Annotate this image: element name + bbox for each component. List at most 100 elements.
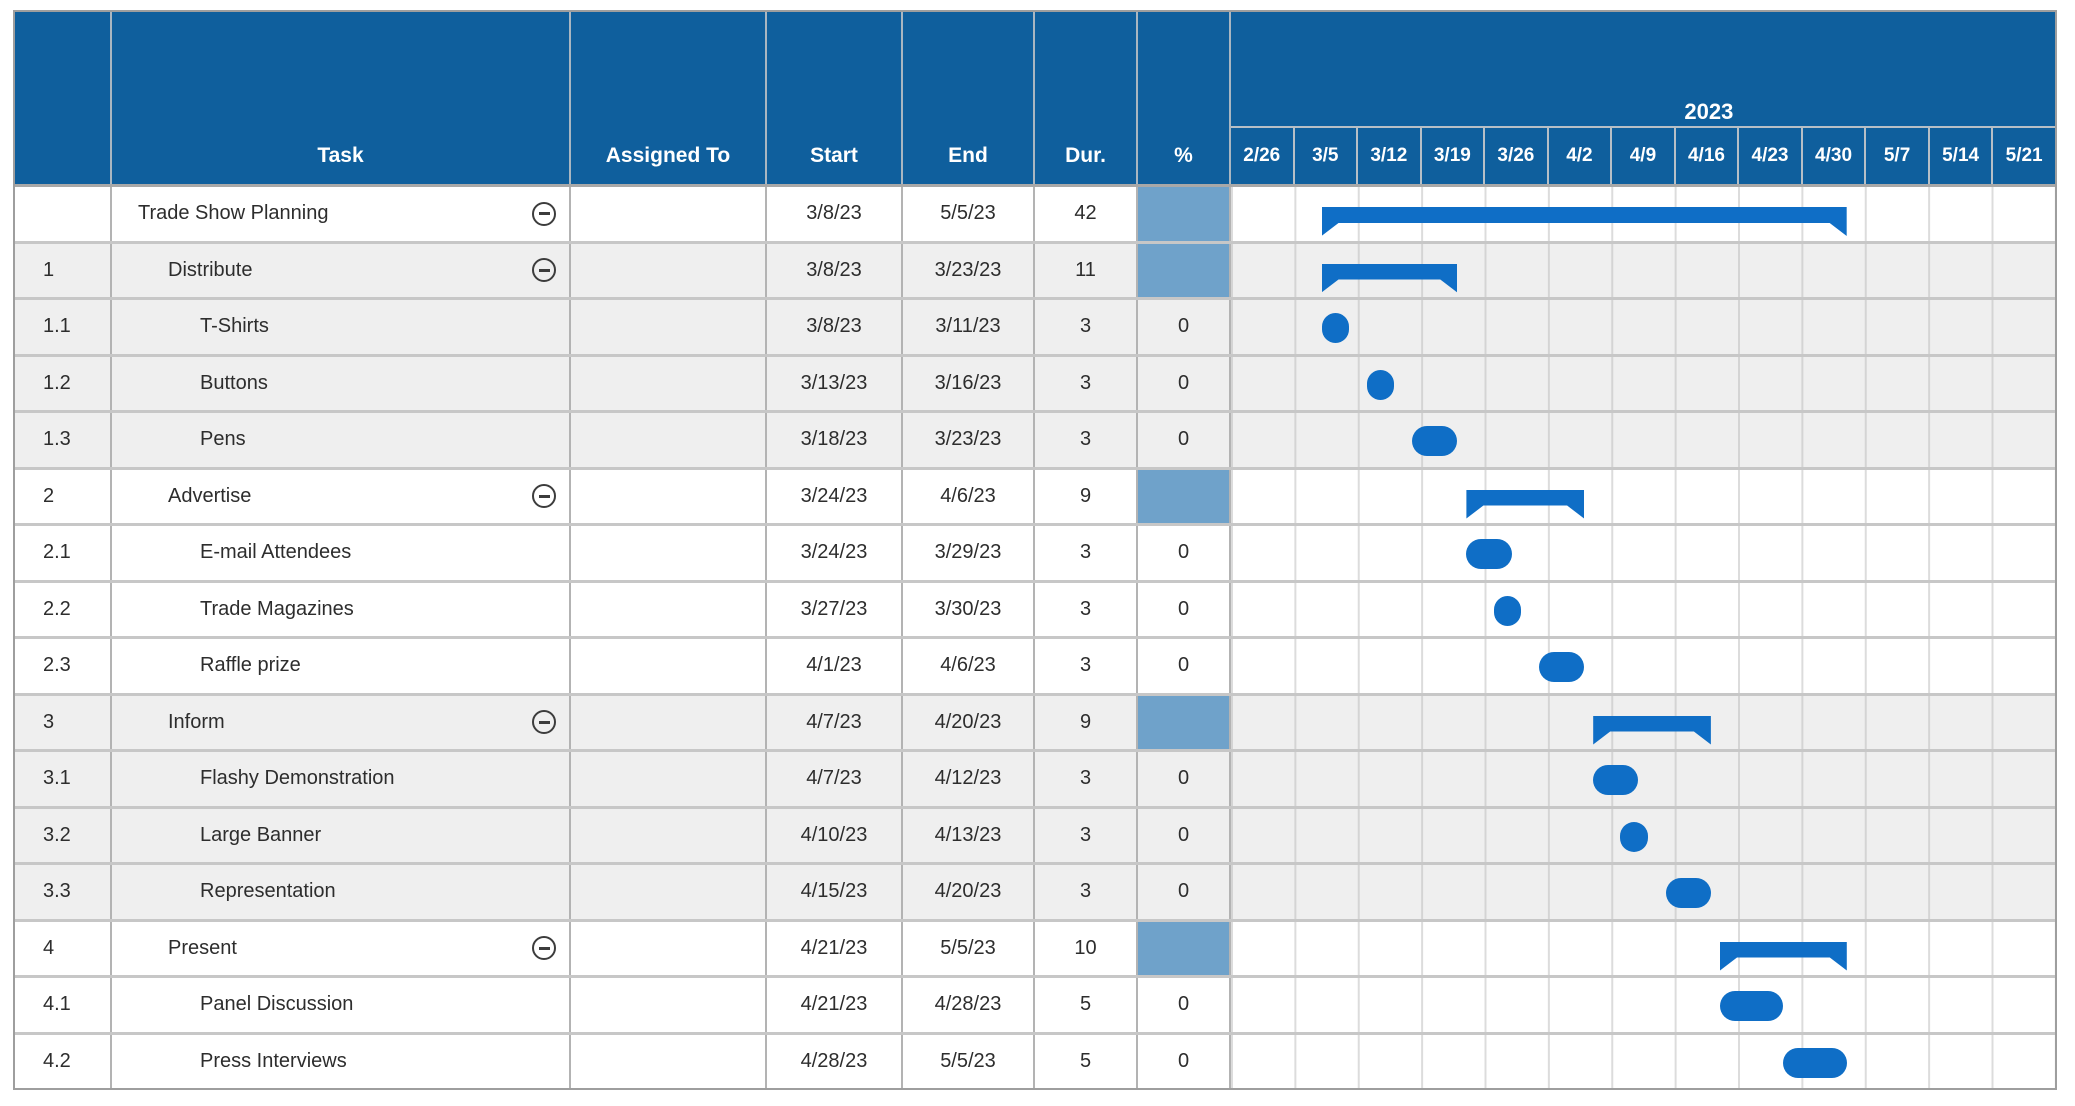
duration-cell[interactable]: 9 [1035,469,1138,523]
summary-bar[interactable] [1720,942,1847,971]
assigned-to-cell[interactable] [571,865,767,919]
start-date-cell[interactable]: 4/1/23 [767,639,903,693]
task-number-cell[interactable] [15,187,112,241]
summary-bar[interactable] [1593,716,1711,745]
task-bar[interactable] [1493,595,1521,626]
start-date-cell[interactable]: 4/7/23 [767,695,903,749]
task-bar[interactable] [1665,878,1711,908]
end-date-cell[interactable]: 5/5/23 [903,1034,1035,1088]
task-name-cell[interactable]: Panel Discussion [112,978,571,1032]
percent-cell[interactable]: 0 [1138,526,1231,580]
task-name-cell[interactable]: Trade Magazines [112,582,571,636]
task-name-cell[interactable]: Large Banner [112,808,571,862]
task-name-cell[interactable]: Inform [112,695,571,749]
assigned-to-cell[interactable] [571,695,767,749]
task-name-cell[interactable]: Advertise [112,469,571,523]
end-date-cell[interactable]: 4/12/23 [903,752,1035,806]
task-number-cell[interactable]: 4.2 [15,1034,112,1088]
task-bar[interactable] [1366,369,1394,400]
task-name-cell[interactable]: Flashy Demonstration [112,752,571,806]
task-name-cell[interactable]: Present [112,921,571,975]
assigned-to-cell[interactable] [571,582,767,636]
duration-cell[interactable]: 3 [1035,752,1138,806]
end-date-cell[interactable]: 3/16/23 [903,356,1035,410]
start-date-cell[interactable]: 4/7/23 [767,752,903,806]
task-bar[interactable] [1620,821,1648,852]
end-date-cell[interactable]: 3/23/23 [903,413,1035,467]
assigned-to-cell[interactable] [571,639,767,693]
end-date-cell[interactable]: 3/23/23 [903,243,1035,297]
start-date-cell[interactable]: 3/8/23 [767,300,903,354]
duration-cell[interactable]: 3 [1035,356,1138,410]
assigned-to-cell[interactable] [571,526,767,580]
task-bar[interactable] [1538,652,1585,682]
task-bar[interactable] [1783,1047,1847,1078]
end-date-cell[interactable]: 4/28/23 [903,978,1035,1032]
percent-cell[interactable]: 0 [1138,1034,1231,1088]
duration-cell[interactable]: 5 [1035,1034,1138,1088]
end-date-cell[interactable]: 5/5/23 [903,187,1035,241]
task-number-cell[interactable]: 4 [15,921,112,975]
task-name-cell[interactable]: Trade Show Planning [112,187,571,241]
percent-cell[interactable]: 0 [1138,582,1231,636]
task-name-cell[interactable]: Pens [112,413,571,467]
start-date-cell[interactable]: 4/28/23 [767,1034,903,1088]
task-number-cell[interactable]: 2.1 [15,526,112,580]
start-date-cell[interactable]: 4/15/23 [767,865,903,919]
duration-cell[interactable]: 10 [1035,921,1138,975]
end-date-cell[interactable]: 4/20/23 [903,865,1035,919]
summary-bar[interactable] [1322,264,1458,293]
duration-cell[interactable]: 3 [1035,526,1138,580]
end-date-cell[interactable]: 4/6/23 [903,469,1035,523]
end-date-cell[interactable]: 3/30/23 [903,582,1035,636]
start-date-cell[interactable]: 3/24/23 [767,469,903,523]
percent-cell[interactable]: 0 [1138,978,1231,1032]
task-number-cell[interactable]: 3 [15,695,112,749]
assigned-to-cell[interactable] [571,752,767,806]
start-date-cell[interactable]: 4/21/23 [767,921,903,975]
task-number-cell[interactable]: 3.3 [15,865,112,919]
task-name-cell[interactable]: T-Shirts [112,300,571,354]
assigned-to-cell[interactable] [571,808,767,862]
collapse-icon[interactable] [532,936,556,961]
collapse-icon[interactable] [532,710,556,735]
task-bar[interactable] [1466,539,1512,569]
duration-cell[interactable]: 3 [1035,639,1138,693]
assigned-to-cell[interactable] [571,356,767,410]
assigned-to-cell[interactable] [571,243,767,297]
start-date-cell[interactable]: 3/13/23 [767,356,903,410]
task-number-cell[interactable]: 2.2 [15,582,112,636]
task-name-cell[interactable]: Buttons [112,356,571,410]
start-date-cell[interactable]: 3/8/23 [767,243,903,297]
assigned-to-cell[interactable] [571,921,767,975]
duration-cell[interactable]: 9 [1035,695,1138,749]
task-number-cell[interactable]: 3.2 [15,808,112,862]
task-name-cell[interactable]: E-mail Attendees [112,526,571,580]
start-date-cell[interactable]: 3/8/23 [767,187,903,241]
duration-cell[interactable]: 11 [1035,243,1138,297]
collapse-icon[interactable] [532,201,556,226]
percent-cell[interactable] [1138,695,1231,749]
assigned-to-cell[interactable] [571,1034,767,1088]
end-date-cell[interactable]: 4/20/23 [903,695,1035,749]
end-date-cell[interactable]: 3/11/23 [903,300,1035,354]
duration-cell[interactable]: 3 [1035,808,1138,862]
percent-cell[interactable]: 0 [1138,639,1231,693]
collapse-icon[interactable] [532,258,556,283]
task-number-cell[interactable]: 4.1 [15,978,112,1032]
start-date-cell[interactable]: 4/10/23 [767,808,903,862]
task-bar[interactable] [1321,313,1349,343]
start-date-cell[interactable]: 3/18/23 [767,413,903,467]
summary-bar[interactable] [1322,207,1847,236]
percent-cell[interactable]: 0 [1138,808,1231,862]
task-number-cell[interactable]: 1.3 [15,413,112,467]
task-bar[interactable] [1593,765,1639,795]
duration-cell[interactable]: 3 [1035,413,1138,467]
task-number-cell[interactable]: 3.1 [15,752,112,806]
percent-cell[interactable]: 0 [1138,413,1231,467]
summary-bar[interactable] [1466,490,1584,519]
duration-cell[interactable]: 5 [1035,978,1138,1032]
task-name-cell[interactable]: Representation [112,865,571,919]
task-number-cell[interactable]: 1 [15,243,112,297]
percent-cell[interactable]: 0 [1138,356,1231,410]
